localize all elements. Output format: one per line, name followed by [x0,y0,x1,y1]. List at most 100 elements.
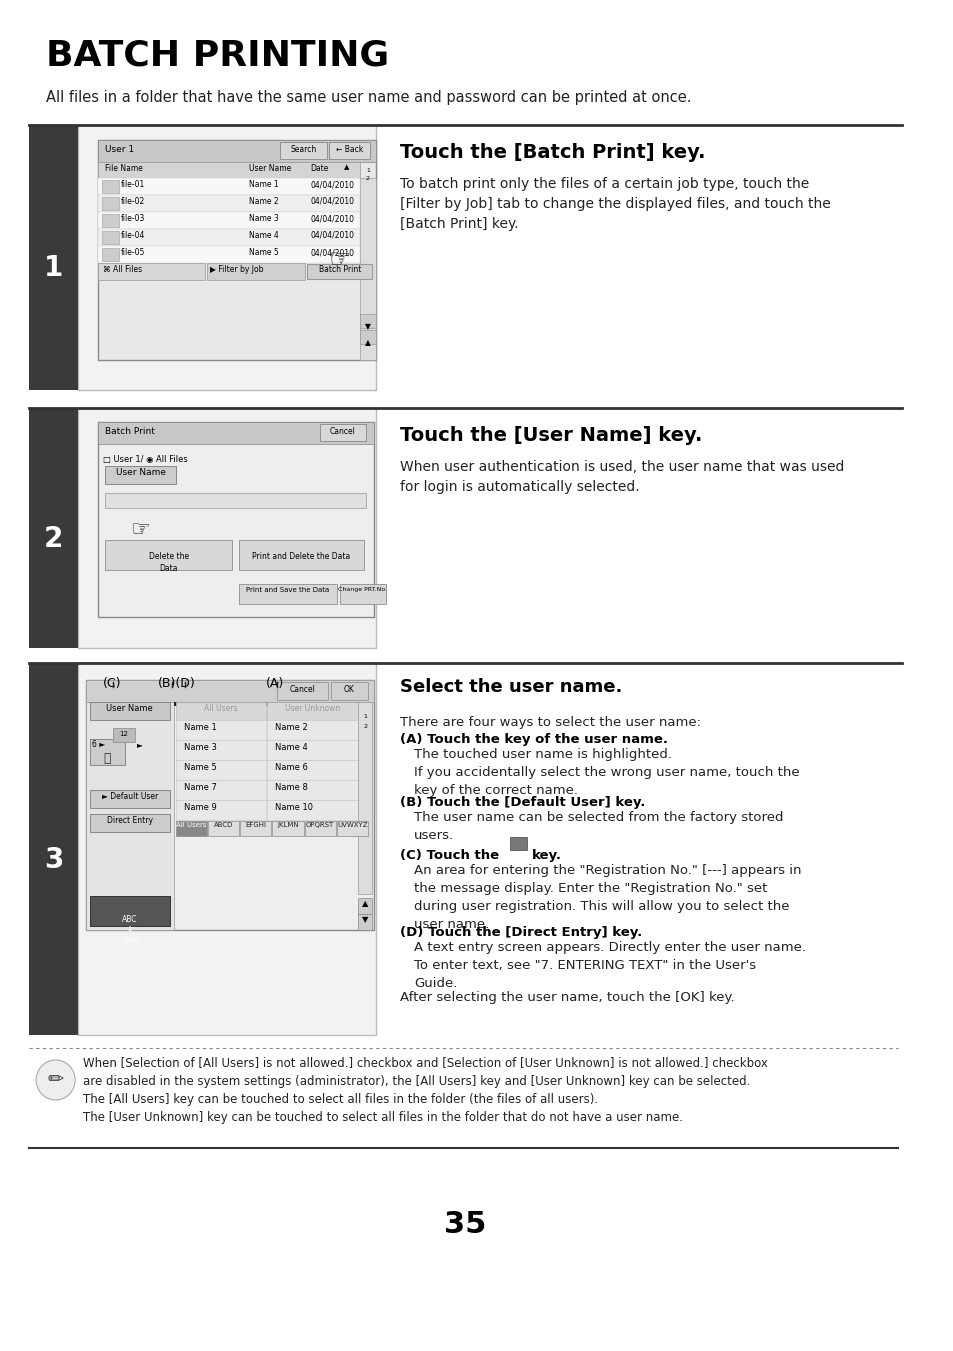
Text: Print and Save the Data: Print and Save the Data [246,586,329,593]
Bar [106,466,175,484]
Text: OK: OK [344,685,355,694]
Bar [267,740,358,761]
Bar [509,838,527,850]
Text: Name 1: Name 1 [183,723,216,732]
Bar [320,424,366,440]
Text: Select the user name.: Select the user name. [400,678,622,696]
Text: ✓: ✓ [514,852,522,863]
Bar [97,178,360,195]
Text: file-05: file-05 [121,249,145,257]
Text: BATCH PRINTING: BATCH PRINTING [46,38,389,72]
Text: ▲: ▲ [343,163,349,170]
Bar [97,263,205,280]
Text: Name 3: Name 3 [183,743,216,753]
Bar [304,821,335,836]
Text: key.: key. [532,848,561,862]
Text: ▼: ▼ [365,322,371,331]
Bar [106,493,366,508]
Bar [239,584,336,604]
Bar [331,682,368,700]
Bar [90,815,170,832]
Text: 2: 2 [363,724,367,730]
Text: ►: ► [136,740,142,748]
Bar [360,330,375,345]
Text: After selecting the user name, touch the [OK] key.: After selecting the user name, touch the… [400,992,734,1004]
Bar [307,263,372,280]
Text: An area for entering the "Registration No." [---] appears in
the message display: An area for entering the "Registration N… [414,865,801,931]
Text: EFGHI: EFGHI [245,821,266,828]
Text: Direct Entry: Direct Entry [107,816,152,825]
Bar [78,663,375,1035]
Text: All files in a folder that have the same user name and password can be printed a: All files in a folder that have the same… [46,91,691,105]
Text: ▼: ▼ [361,915,368,924]
Text: Name 1: Name 1 [249,180,278,189]
Text: ▶ Filter by Job: ▶ Filter by Job [210,265,263,274]
Bar [358,915,372,929]
Text: file-04: file-04 [121,231,145,240]
Bar [78,408,375,648]
Bar [267,800,358,820]
Text: ☞: ☞ [131,520,151,540]
Bar [90,790,170,808]
Bar [175,821,207,836]
Bar [175,703,265,720]
Bar [86,680,374,703]
Text: 1: 1 [366,168,370,173]
Bar [97,246,360,263]
Text: When user authentication is used, the user name that was used
for login is autom: When user authentication is used, the us… [400,459,843,494]
Text: The user name can be selected from the factory stored
users.: The user name can be selected from the f… [414,811,782,842]
Text: User Name: User Name [115,467,166,477]
Text: There are four ways to select the user name:: There are four ways to select the user n… [400,716,700,730]
Text: Date: Date [310,163,329,173]
Bar [267,720,358,740]
Bar [173,703,358,707]
Text: Name 5: Name 5 [249,249,278,257]
Text: The touched user name is highlighted.
If you accidentally select the wrong user : The touched user name is highlighted. If… [414,748,799,797]
Bar [78,126,375,390]
Text: 2: 2 [366,176,370,181]
Bar [97,141,375,359]
Bar [101,231,119,245]
Bar [86,680,374,929]
Text: Touch the [Batch Print] key.: Touch the [Batch Print] key. [400,143,705,162]
Bar [329,142,370,159]
Text: Cancel: Cancel [290,685,315,694]
Text: UVWXYZ: UVWXYZ [336,821,367,828]
Bar [97,422,374,617]
Bar [113,728,134,742]
Bar [208,821,239,836]
Text: Name 2: Name 2 [249,197,278,205]
Text: User Unknown: User Unknown [284,704,339,713]
Text: ABC
↕
User: ABC ↕ User [121,915,138,944]
Text: ▲: ▲ [361,898,368,908]
Bar [30,126,78,390]
Bar [90,739,125,765]
Bar [360,178,375,359]
Bar [101,180,119,193]
Text: (A) Touch the key of the user name.: (A) Touch the key of the user name. [400,734,667,746]
Bar [97,422,374,444]
Text: Touch the [User Name] key.: Touch the [User Name] key. [400,426,701,444]
Text: ⌘ All Files: ⌘ All Files [103,265,142,274]
Bar [207,263,304,280]
Text: 2: 2 [44,526,63,553]
Bar [97,195,360,212]
Text: Print and Delete the Data: Print and Delete the Data [253,553,351,561]
Text: 🔑: 🔑 [104,753,111,765]
Text: OPQRST: OPQRST [306,821,334,828]
Circle shape [36,1061,75,1100]
Text: 3: 3 [44,846,63,874]
Text: 04/04/2010: 04/04/2010 [310,180,354,189]
Text: Name 4: Name 4 [275,743,308,753]
Bar [97,212,360,230]
Bar [175,720,265,740]
Bar [267,761,358,780]
Text: Change PRT.No.: Change PRT.No. [337,586,386,592]
Bar [175,740,265,761]
Text: 04/04/2010: 04/04/2010 [310,249,354,257]
Text: User Name: User Name [249,163,291,173]
Text: 12: 12 [119,731,129,738]
Text: ► Default User: ► Default User [102,792,158,801]
Bar [90,703,170,720]
Text: ABCD: ABCD [213,821,233,828]
